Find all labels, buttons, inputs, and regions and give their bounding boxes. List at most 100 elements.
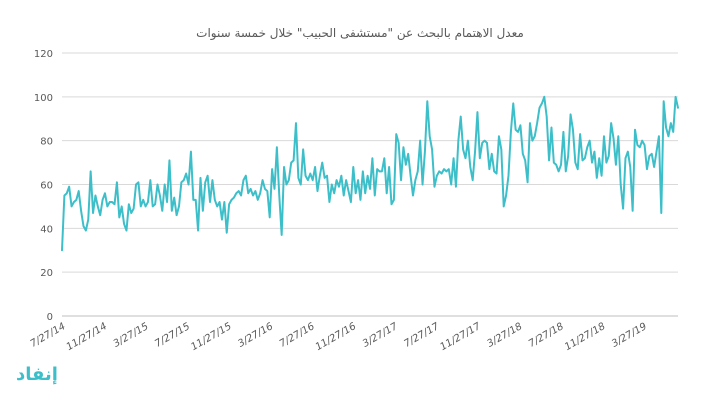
data-point — [555, 164, 557, 166]
data-point — [335, 179, 338, 181]
data-point — [634, 129, 636, 131]
data-point — [252, 194, 254, 197]
data-point — [436, 175, 438, 177]
data-point — [409, 175, 412, 177]
data-point — [386, 192, 388, 194]
data-point — [541, 102, 543, 105]
data-point — [546, 115, 548, 118]
data-point — [498, 135, 500, 137]
data-point — [90, 170, 92, 172]
data-point — [517, 131, 519, 133]
data-point — [531, 140, 533, 142]
data-point — [503, 205, 505, 208]
data-point — [245, 175, 247, 177]
data-point — [600, 175, 603, 177]
data-point — [269, 216, 271, 218]
x-tick-label: 3/27/16 — [236, 321, 275, 350]
data-point — [247, 192, 249, 194]
data-point — [417, 170, 419, 172]
data-point — [579, 133, 581, 135]
data-point — [125, 229, 128, 232]
data-point — [94, 194, 97, 197]
data-point — [500, 148, 502, 151]
data-point — [140, 205, 142, 208]
data-point — [121, 205, 123, 208]
data-point — [128, 203, 130, 205]
data-point — [304, 175, 307, 177]
data-point — [675, 96, 677, 98]
data-point — [159, 194, 161, 197]
x-tick-label: 7/27/17 — [402, 321, 441, 350]
data-point — [658, 135, 660, 137]
x-tick-label: 11/27/15 — [189, 321, 233, 353]
data-point — [97, 205, 99, 208]
data-point — [472, 179, 474, 181]
data-point — [574, 161, 576, 164]
data-point — [230, 199, 233, 201]
data-point — [524, 159, 526, 161]
data-point — [259, 192, 261, 194]
data-point — [584, 157, 586, 159]
data-point — [204, 181, 206, 183]
series-layer — [61, 95, 679, 252]
data-point — [80, 210, 82, 212]
data-point — [534, 135, 536, 137]
data-point — [589, 140, 591, 142]
data-point — [488, 168, 490, 170]
data-point — [639, 146, 641, 148]
data-point — [667, 135, 670, 137]
data-point — [536, 122, 538, 124]
data-point — [359, 199, 362, 201]
data-point — [484, 140, 486, 142]
data-point — [567, 155, 569, 157]
data-point — [646, 168, 648, 170]
chart-title: معدل الاهتمام بالبحث عن "مستشفى الحبيب" … — [196, 26, 524, 41]
data-point — [395, 133, 397, 135]
data-point — [412, 194, 414, 197]
data-point — [152, 205, 154, 208]
data-point — [242, 179, 245, 181]
data-point — [164, 183, 166, 186]
data-point — [402, 146, 405, 148]
data-point — [426, 100, 428, 102]
data-point — [226, 232, 228, 234]
data-point — [612, 137, 615, 140]
data-point — [324, 177, 326, 179]
y-tick-label: 120 — [34, 49, 53, 60]
data-point — [326, 175, 328, 177]
data-point — [433, 186, 436, 188]
data-point — [660, 212, 662, 214]
data-point — [166, 201, 168, 203]
data-point — [522, 153, 524, 155]
data-point — [653, 166, 655, 168]
data-point — [467, 140, 469, 142]
data-point — [312, 179, 314, 181]
data-point — [85, 229, 87, 232]
data-point — [149, 179, 151, 181]
data-point — [228, 203, 230, 205]
data-point — [316, 190, 319, 192]
data-point — [142, 199, 144, 201]
data-point — [118, 216, 120, 218]
data-point — [161, 210, 163, 212]
data-point — [421, 183, 424, 186]
data-point — [443, 168, 445, 170]
data-point — [591, 161, 593, 164]
data-point — [376, 168, 378, 170]
data-point — [285, 183, 288, 186]
data-point — [109, 201, 111, 203]
data-point — [405, 164, 407, 166]
x-tick-label: 3/27/15 — [112, 321, 151, 350]
data-point — [178, 205, 180, 208]
data-point — [343, 194, 345, 197]
data-point — [586, 146, 588, 148]
data-point — [510, 131, 512, 133]
data-point — [207, 175, 209, 177]
data-point — [596, 177, 598, 179]
data-point — [240, 194, 242, 197]
y-tick-label: 100 — [34, 93, 53, 104]
data-point — [333, 192, 335, 194]
data-point — [297, 177, 299, 179]
data-point — [340, 175, 342, 177]
